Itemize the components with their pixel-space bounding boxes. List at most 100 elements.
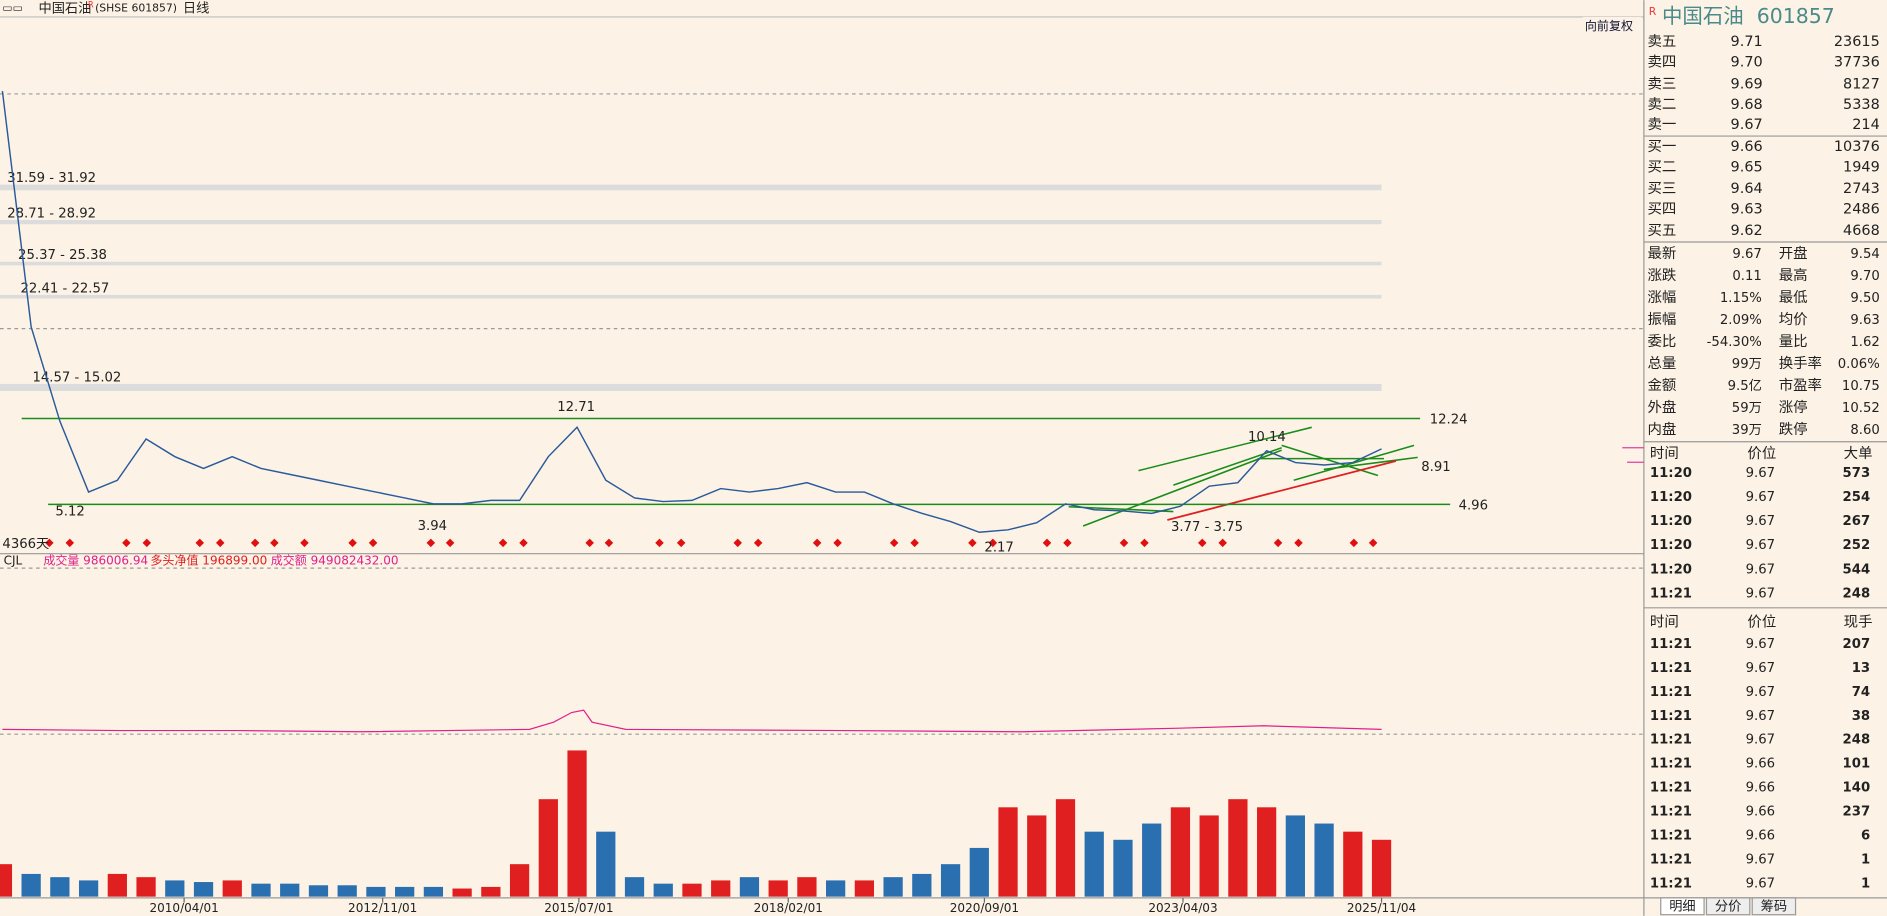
volume-bar [969,847,989,897]
period-select[interactable]: 日线 [183,1,209,17]
tab[interactable] [1751,897,1797,916]
volume-bar [940,864,961,897]
trade-volume: 237 [1843,805,1871,820]
trade-volume: 6 [1861,829,1870,844]
trend-line [1138,426,1312,472]
signal-diamond [988,538,998,548]
trade-price: 9.67 [1746,637,1775,652]
tab[interactable] [1705,897,1751,916]
trade-price: 9.66 [1746,805,1775,820]
price-annotation: 12.71 [557,400,595,415]
trade-time: 11:20 [1650,562,1692,577]
tab[interactable] [1660,897,1705,916]
book-label: 买三 [1648,180,1677,197]
restore-button[interactable] [1582,16,1642,37]
volume-bar [711,880,731,897]
trade-volume: 254 [1843,490,1871,505]
tab-label[interactable]: 明细 [1669,898,1695,914]
volume-bar [998,807,1018,897]
level-label: 28.71 - 28.92 [7,206,96,221]
stat-value: 1.15% [1720,291,1762,306]
book-price: 9.71 [1731,34,1763,50]
book-volume: 8127 [1843,76,1880,92]
stat-label: 跌停 [1779,421,1808,438]
volume-bar [624,877,645,897]
trend-line [1323,456,1418,471]
indicator-item: 多头净值 196899.00 [150,552,267,567]
stat-value: 0.06% [1838,357,1880,372]
book-price: 9.70 [1731,55,1763,71]
trade-price: 9.67 [1746,733,1775,748]
book-price: 9.64 [1731,181,1763,197]
trade-volume: 252 [1843,538,1871,553]
trade-price: 9.67 [1746,852,1775,867]
level-label: 22.41 - 22.57 [20,281,109,296]
signal-diamond [676,538,686,548]
x-tick-label: 2025/11/04 [1347,901,1416,915]
stat-value: 1.62 [1850,335,1879,350]
restore-label[interactable]: 向前复权 [1585,18,1633,33]
trade-volume: 38 [1852,709,1870,724]
stat-label: 内盘 [1648,420,1677,438]
book-volume: 2486 [1843,201,1880,217]
flag: R [88,0,94,9]
volume-bar [1314,823,1334,897]
stat-label: 最新 [1648,245,1677,262]
book-price: 9.62 [1731,223,1763,239]
trade-price: 9.67 [1746,586,1775,601]
book-volume: 10376 [1834,139,1880,155]
tab-label[interactable]: 筹码 [1761,897,1787,914]
table-header: 时间 [1650,613,1679,630]
tab-label[interactable]: 分价 [1715,898,1741,914]
book-label: 卖三 [1648,75,1677,92]
stat-value: 9.5亿 [1728,378,1762,394]
trade-time: 11:21 [1650,685,1692,700]
trade-time: 11:21 [1650,757,1692,772]
volume-bar [509,864,530,897]
stat-value: 9.70 [1850,269,1879,284]
level-band [0,219,1382,225]
signal-diamond [1042,538,1052,548]
stat-label: 最高 [1779,267,1808,284]
stat-label: 换手率 [1779,355,1822,372]
book-label: 买五 [1648,222,1677,239]
book-volume: 37736 [1834,55,1880,71]
book-label: 卖二 [1648,96,1677,113]
signal-diamond [753,538,763,548]
volume-bar [222,880,242,897]
book-volume: 23615 [1834,34,1880,50]
signal-diamond [833,538,842,548]
volume-bar [1199,815,1219,897]
book-volume: 5338 [1843,97,1880,113]
trade-time: 11:21 [1650,805,1692,820]
trade-time: 11:21 [1650,781,1692,796]
indicator-line [2,709,1382,733]
window-icon[interactable]: ▭▭ [2,2,22,15]
price-annotation: 3.77 - 3.75 [1171,520,1243,535]
trade-time: 11:21 [1650,876,1692,891]
stat-value: 10.75 [1842,379,1880,394]
volume-bar [165,880,185,897]
trade-volume: 74 [1852,685,1870,700]
trade-volume: 101 [1843,757,1871,772]
volume-bar [682,883,702,897]
book-volume: 4668 [1843,223,1880,239]
signal-diamond [968,538,977,548]
x-tick-label: 2012/11/01 [348,901,417,915]
volume-bar [1027,815,1047,897]
x-tick-label: 2010/04/01 [149,901,218,915]
signal-diamond [1140,538,1149,548]
quote-title: 中国石油 601857 [1662,4,1835,28]
trade-volume: 573 [1843,466,1871,481]
level-band [0,294,1382,299]
stat-value: 2.09% [1720,313,1762,328]
book-price: 9.68 [1731,97,1763,113]
signal-diamond [889,538,899,548]
level-label: 14.57 - 15.02 [32,370,121,385]
price-annotation: 8.91 [1421,460,1450,475]
trade-price: 9.66 [1746,757,1775,772]
stat-value: 99万 [1732,357,1762,372]
